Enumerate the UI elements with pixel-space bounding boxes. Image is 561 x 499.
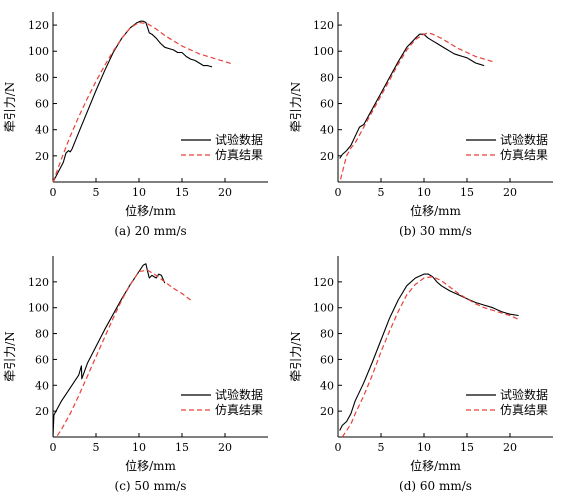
x-tick-label: 0 <box>335 441 342 454</box>
y-tick-label: 80 <box>35 71 49 84</box>
series-line-simulation <box>341 276 519 438</box>
x-tick-label: 5 <box>93 186 100 199</box>
y-tick-label: 100 <box>313 45 334 58</box>
x-tick-label: 20 <box>218 186 232 199</box>
x-tick-label: 20 <box>503 441 517 454</box>
legend-label: 试验数据 <box>500 132 548 147</box>
y-tick-label: 20 <box>35 405 49 418</box>
panel-caption: (a) 20 mm/s <box>114 224 186 238</box>
y-tick-label: 20 <box>320 405 334 418</box>
x-tick-label: 5 <box>378 441 385 454</box>
panel-caption: (c) 50 mm/s <box>115 479 187 493</box>
x-tick-label: 15 <box>175 441 189 454</box>
y-tick-label: 60 <box>320 98 334 111</box>
x-axis-title: 位移/mm <box>410 458 461 473</box>
y-axis-title: 牵引力/N <box>289 331 303 382</box>
series-line-simulation <box>56 269 191 437</box>
y-tick-label: 80 <box>320 71 334 84</box>
series-line-experiment <box>339 33 485 159</box>
y-tick-label: 100 <box>28 302 49 315</box>
series-line-simulation <box>340 32 493 180</box>
x-tick-label: 15 <box>175 186 189 199</box>
y-tick-label: 40 <box>320 124 334 137</box>
series-line-simulation <box>52 21 234 183</box>
x-tick-label: 10 <box>132 186 146 199</box>
y-tick-label: 120 <box>313 19 334 32</box>
y-tick-label: 40 <box>35 379 49 392</box>
panel-caption: (b) 30 mm/s <box>399 224 472 238</box>
y-tick-label: 120 <box>28 19 49 32</box>
series-line-experiment <box>52 263 166 438</box>
y-tick-label: 60 <box>35 98 49 111</box>
y-tick-label: 60 <box>35 353 49 366</box>
x-tick-label: 10 <box>417 186 431 199</box>
y-tick-label: 100 <box>28 45 49 58</box>
x-axis-title: 位移/mm <box>125 203 176 218</box>
y-axis-title: 牵引力/N <box>3 331 17 382</box>
x-tick-label: 5 <box>378 186 385 199</box>
y-axis-title: 牵引力/N <box>3 82 17 133</box>
x-tick-label: 5 <box>93 441 100 454</box>
y-tick-label: 40 <box>35 124 49 137</box>
y-tick-label: 120 <box>28 276 49 289</box>
y-tick-label: 80 <box>35 328 49 341</box>
legend-label: 仿真结果 <box>215 403 263 417</box>
x-tick-label: 20 <box>503 186 517 199</box>
legend-label: 试验数据 <box>215 387 263 402</box>
y-tick-label: 20 <box>35 150 49 163</box>
y-tick-label: 40 <box>320 379 334 392</box>
legend-label: 试验数据 <box>215 132 263 147</box>
series-line-experiment <box>339 273 519 431</box>
legend-label: 试验数据 <box>500 387 548 402</box>
y-tick-label: 100 <box>313 302 334 315</box>
series-line-experiment <box>52 20 213 183</box>
y-tick-label: 20 <box>320 150 334 163</box>
y-axis-title: 牵引力/N <box>289 82 303 133</box>
x-axis-title: 位移/mm <box>410 203 461 218</box>
x-tick-label: 20 <box>218 441 232 454</box>
y-tick-label: 80 <box>320 328 334 341</box>
y-tick-label: 120 <box>313 276 334 289</box>
legend-label: 仿真结果 <box>500 148 548 162</box>
x-tick-label: 10 <box>417 441 431 454</box>
x-tick-label: 0 <box>335 186 342 199</box>
y-tick-label: 60 <box>320 353 334 366</box>
x-axis-title: 位移/mm <box>125 458 176 473</box>
legend-label: 仿真结果 <box>215 148 263 162</box>
x-tick-label: 15 <box>460 441 474 454</box>
x-tick-label: 15 <box>460 186 474 199</box>
x-tick-label: 0 <box>50 441 57 454</box>
x-tick-label: 0 <box>50 186 57 199</box>
panel-caption: (d) 60 mm/s <box>399 479 472 493</box>
legend-label: 仿真结果 <box>500 403 548 417</box>
x-tick-label: 10 <box>132 441 146 454</box>
